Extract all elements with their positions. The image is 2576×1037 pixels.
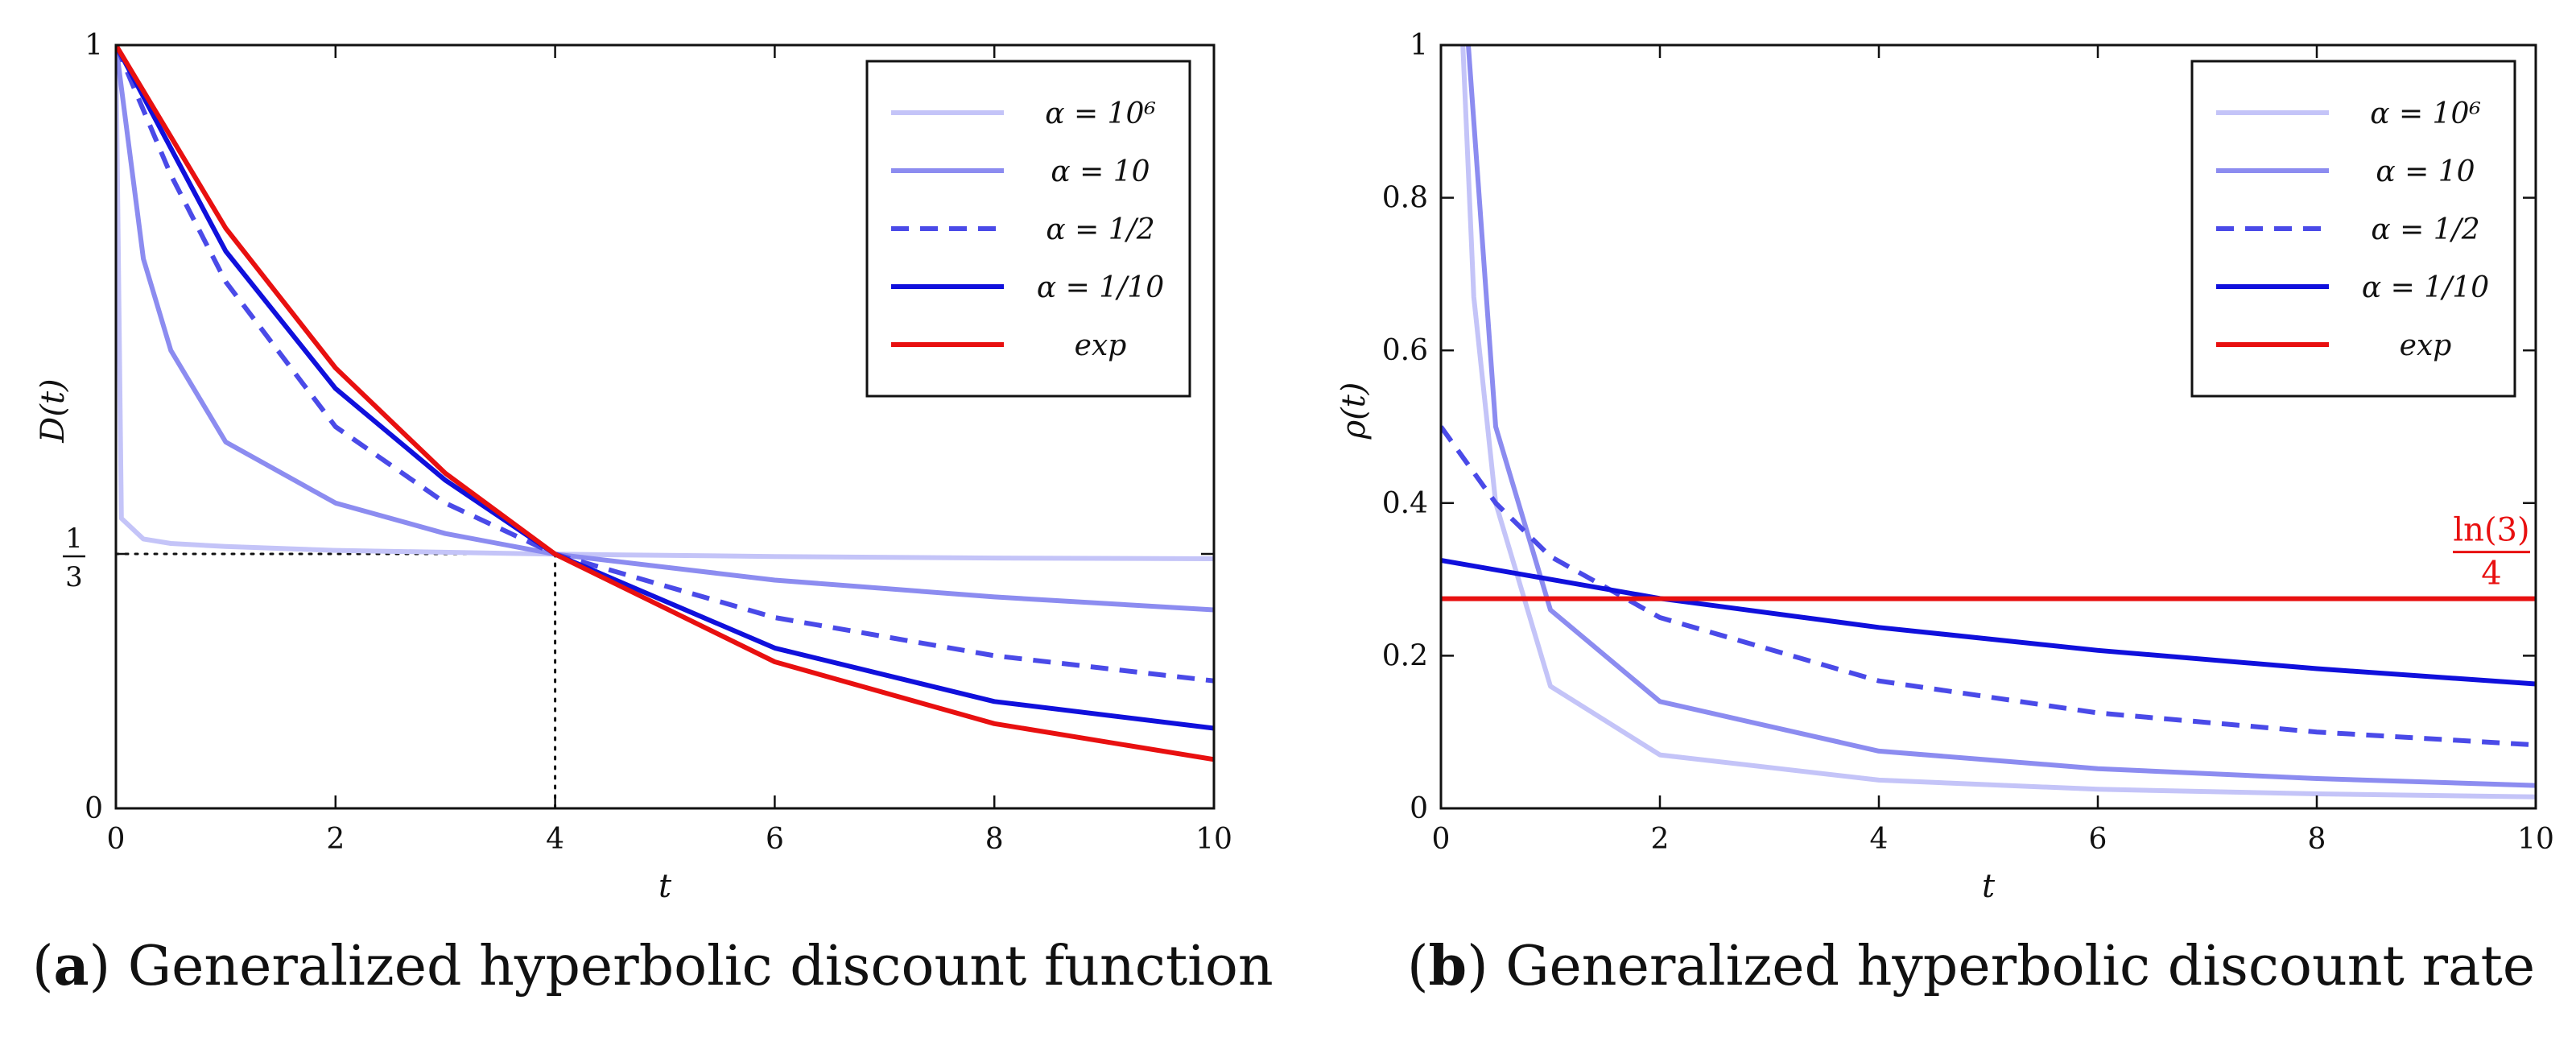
y-tick-label-2: 1 [85, 29, 103, 62]
x-tick-label-5: 10 [1195, 823, 1232, 856]
series-line-0 [116, 45, 1214, 561]
legend: α = 10⁶ α = 10 α = 1/2 α = 1/10 exp [865, 60, 1191, 398]
x-tick-label-0: 0 [1432, 823, 1451, 856]
x-axis-label: t [658, 868, 672, 905]
legend-label-2: α = 1/2 [2371, 213, 2479, 246]
y-axis-label: D(t) [35, 378, 72, 443]
y-tick-label-1-den: 3 [65, 561, 83, 593]
y-tick-label-2: 0.4 [1382, 487, 1428, 520]
x-tick-label-2: 4 [1870, 823, 1889, 856]
annotation-denominator: 4 [2481, 556, 2501, 593]
caption-b: (b) Generalized hyperbolic discount rate [1407, 934, 2536, 998]
y-tick-label-5: 1 [1410, 29, 1428, 62]
legend-label-2: α = 1/2 [1046, 213, 1154, 246]
y-tick-label-1: 0.2 [1382, 639, 1428, 672]
x-tick-label-2: 4 [546, 823, 564, 856]
y-tick-label-3: 0.6 [1382, 334, 1428, 367]
legend-label-0: α = 10⁶ [1045, 97, 1156, 130]
y-axis-label: ρ(t) [1335, 382, 1373, 440]
legend-label-4: exp [2400, 329, 2452, 362]
y-tick-label-0: 0 [85, 792, 103, 825]
series-group [1441, 45, 2536, 799]
legend-label-1: α = 10 [2376, 155, 2475, 188]
legend-label-3: α = 1/10 [2362, 271, 2489, 304]
legend: α = 10⁶ α = 10 α = 1/2 α = 1/10 exp [2190, 60, 2516, 398]
series-group [116, 45, 1214, 762]
series-line-1 [116, 45, 1214, 613]
series-line-2 [116, 45, 1214, 684]
legend-label-4: exp [1075, 329, 1127, 362]
y-tick-label-0: 0 [1410, 792, 1428, 825]
annotation-numerator: ln(3) [2453, 512, 2529, 549]
plot-frame [1439, 43, 2537, 810]
series-line-0 [1460, 45, 2536, 799]
x-tick-label-0: 0 [107, 823, 126, 856]
x-tick-label-4: 8 [985, 823, 1004, 856]
plot-frame [114, 43, 1216, 810]
x-tick-label-1: 2 [326, 823, 345, 856]
x-axis-label: t [1982, 868, 1996, 905]
x-tick-label-1: 2 [1651, 823, 1670, 856]
x-tick-label-3: 6 [2089, 823, 2107, 856]
caption-a: (a) Generalized hyperbolic discount func… [32, 934, 1274, 998]
series-line-4 [116, 45, 1214, 762]
series-line-3 [1441, 557, 2536, 687]
y-tick-label-1-num: 1 [65, 523, 83, 555]
x-tick-label-5: 10 [2517, 823, 2554, 856]
x-tick-label-4: 8 [2308, 823, 2326, 856]
y-tick-label-4: 0.8 [1382, 182, 1428, 215]
series-line-3 [116, 45, 1214, 731]
series-line-1 [1466, 45, 2536, 788]
x-tick-label-3: 6 [766, 823, 784, 856]
legend-label-0: α = 10⁶ [2370, 97, 2481, 130]
series-line-2 [1441, 425, 2536, 748]
legend-label-1: α = 10 [1051, 155, 1150, 188]
legend-label-3: α = 1/10 [1037, 271, 1164, 304]
